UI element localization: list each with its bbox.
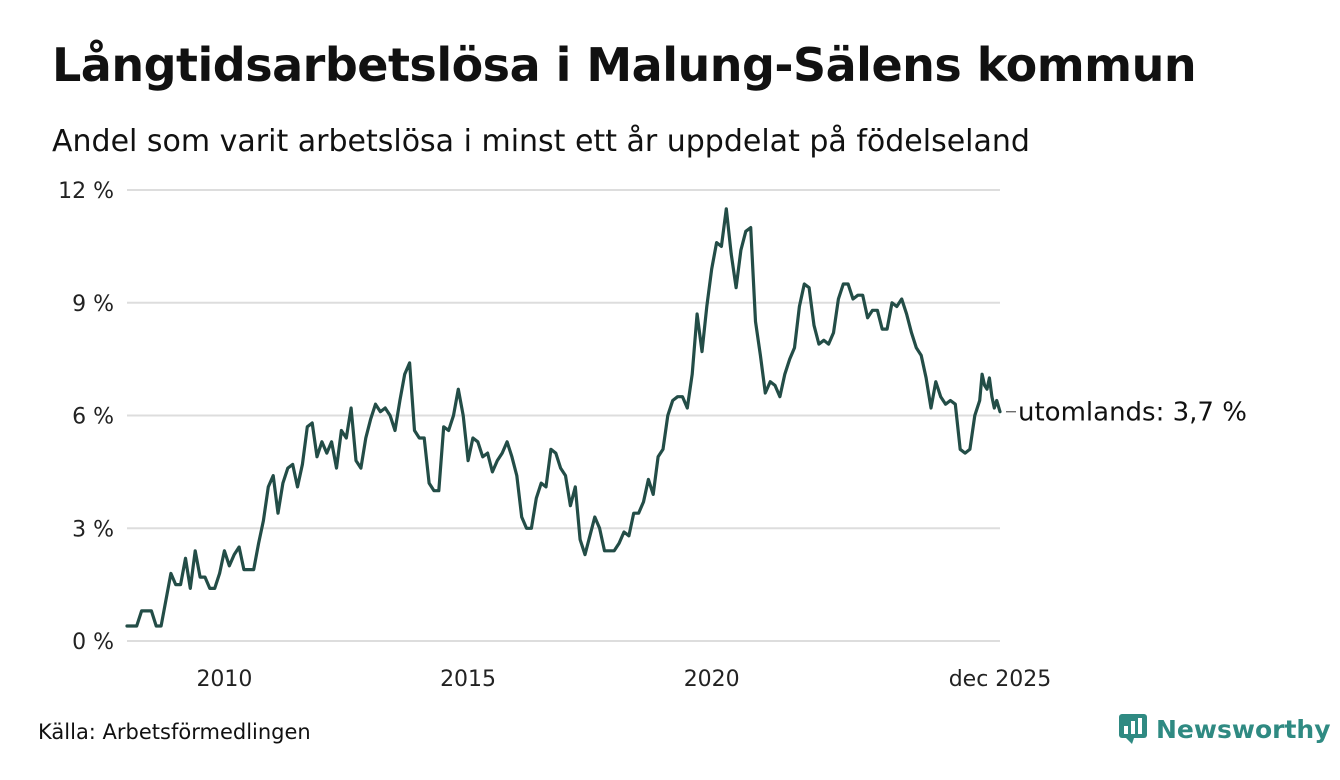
chart-subtitle: Andel som varit arbetslösa i minst ett å… [52,124,1030,159]
x-tick-label: 2010 [196,667,252,692]
y-tick-label: 12 % [58,179,114,204]
chart-title: Långtidsarbetslösa i Malung-Sälens kommu… [52,38,1197,92]
brand-logo: Newsworthy [1118,713,1331,745]
x-tick-label: dec 2025 [949,667,1052,692]
newsworthy-logo-icon [1119,714,1147,744]
y-tick-label: 3 % [72,517,114,542]
end-label-utomlands: utomlands: 3,7 % [1018,398,1247,428]
x-tick-label: 2015 [440,667,496,692]
series-line-utomlands [125,207,1002,628]
y-tick-label: 6 % [72,405,114,430]
brand-name: Newsworthy [1156,714,1331,744]
y-tick-label: 9 % [72,292,114,317]
source-note: Källa: Arbetsförmedlingen [38,720,311,744]
x-tick-label: 2020 [684,667,740,692]
y-tick-label: 0 % [72,630,114,655]
